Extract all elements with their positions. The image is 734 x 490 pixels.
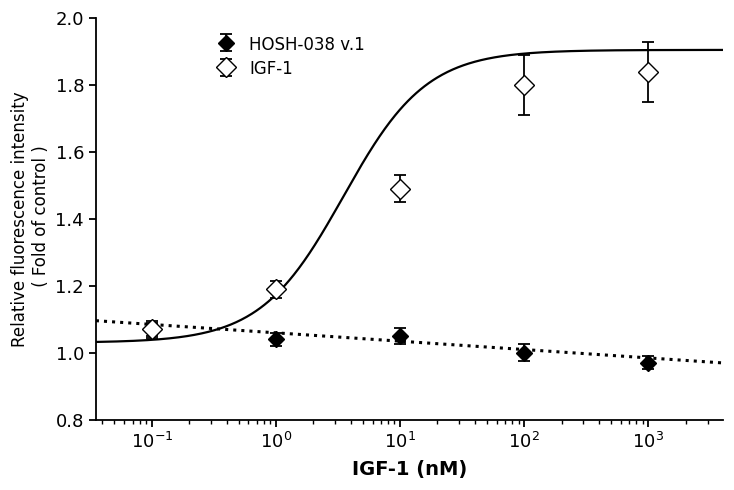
X-axis label: IGF-1 (nM): IGF-1 (nM) xyxy=(352,460,467,479)
Legend: HOSH-038 v.1, IGF-1: HOSH-038 v.1, IGF-1 xyxy=(211,30,370,83)
Y-axis label: Relative fluorescence intensity
 ( Fold of control ): Relative fluorescence intensity ( Fold o… xyxy=(11,91,50,347)
